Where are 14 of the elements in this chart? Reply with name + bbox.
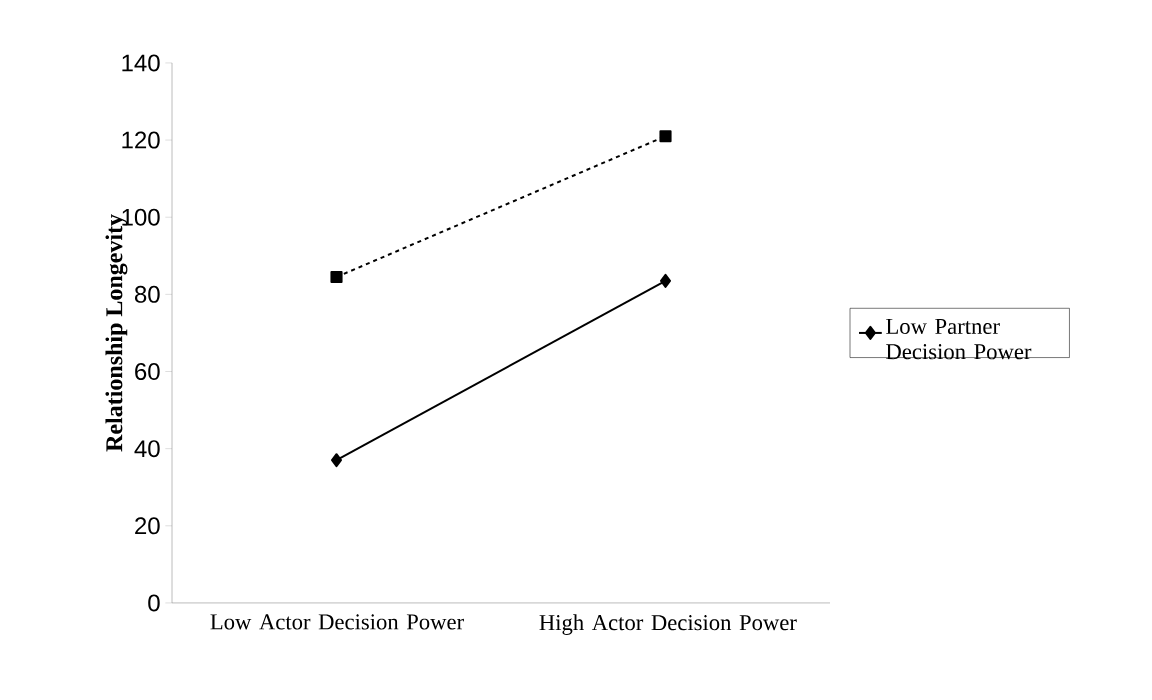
point — [331, 453, 343, 468]
y-tick-label: 20 — [135, 517, 160, 535]
y-tick-label: 80 — [134, 285, 160, 303]
y-tick-label: 40 — [134, 440, 160, 458]
point — [660, 273, 672, 288]
y-tick-label: 140 — [122, 54, 160, 72]
x-tick-label: Low Actor Decision Power — [210, 614, 464, 630]
legend-label: Low Partner Decision Power — [886, 318, 1032, 360]
y-tick-label: 60 — [135, 362, 160, 380]
y-tick-label: 120 — [122, 131, 160, 149]
y-tick-label: 0 — [148, 594, 160, 612]
x-tick-label: High Actor Decision Power — [539, 614, 797, 635]
point — [330, 270, 343, 284]
point — [659, 130, 672, 143]
